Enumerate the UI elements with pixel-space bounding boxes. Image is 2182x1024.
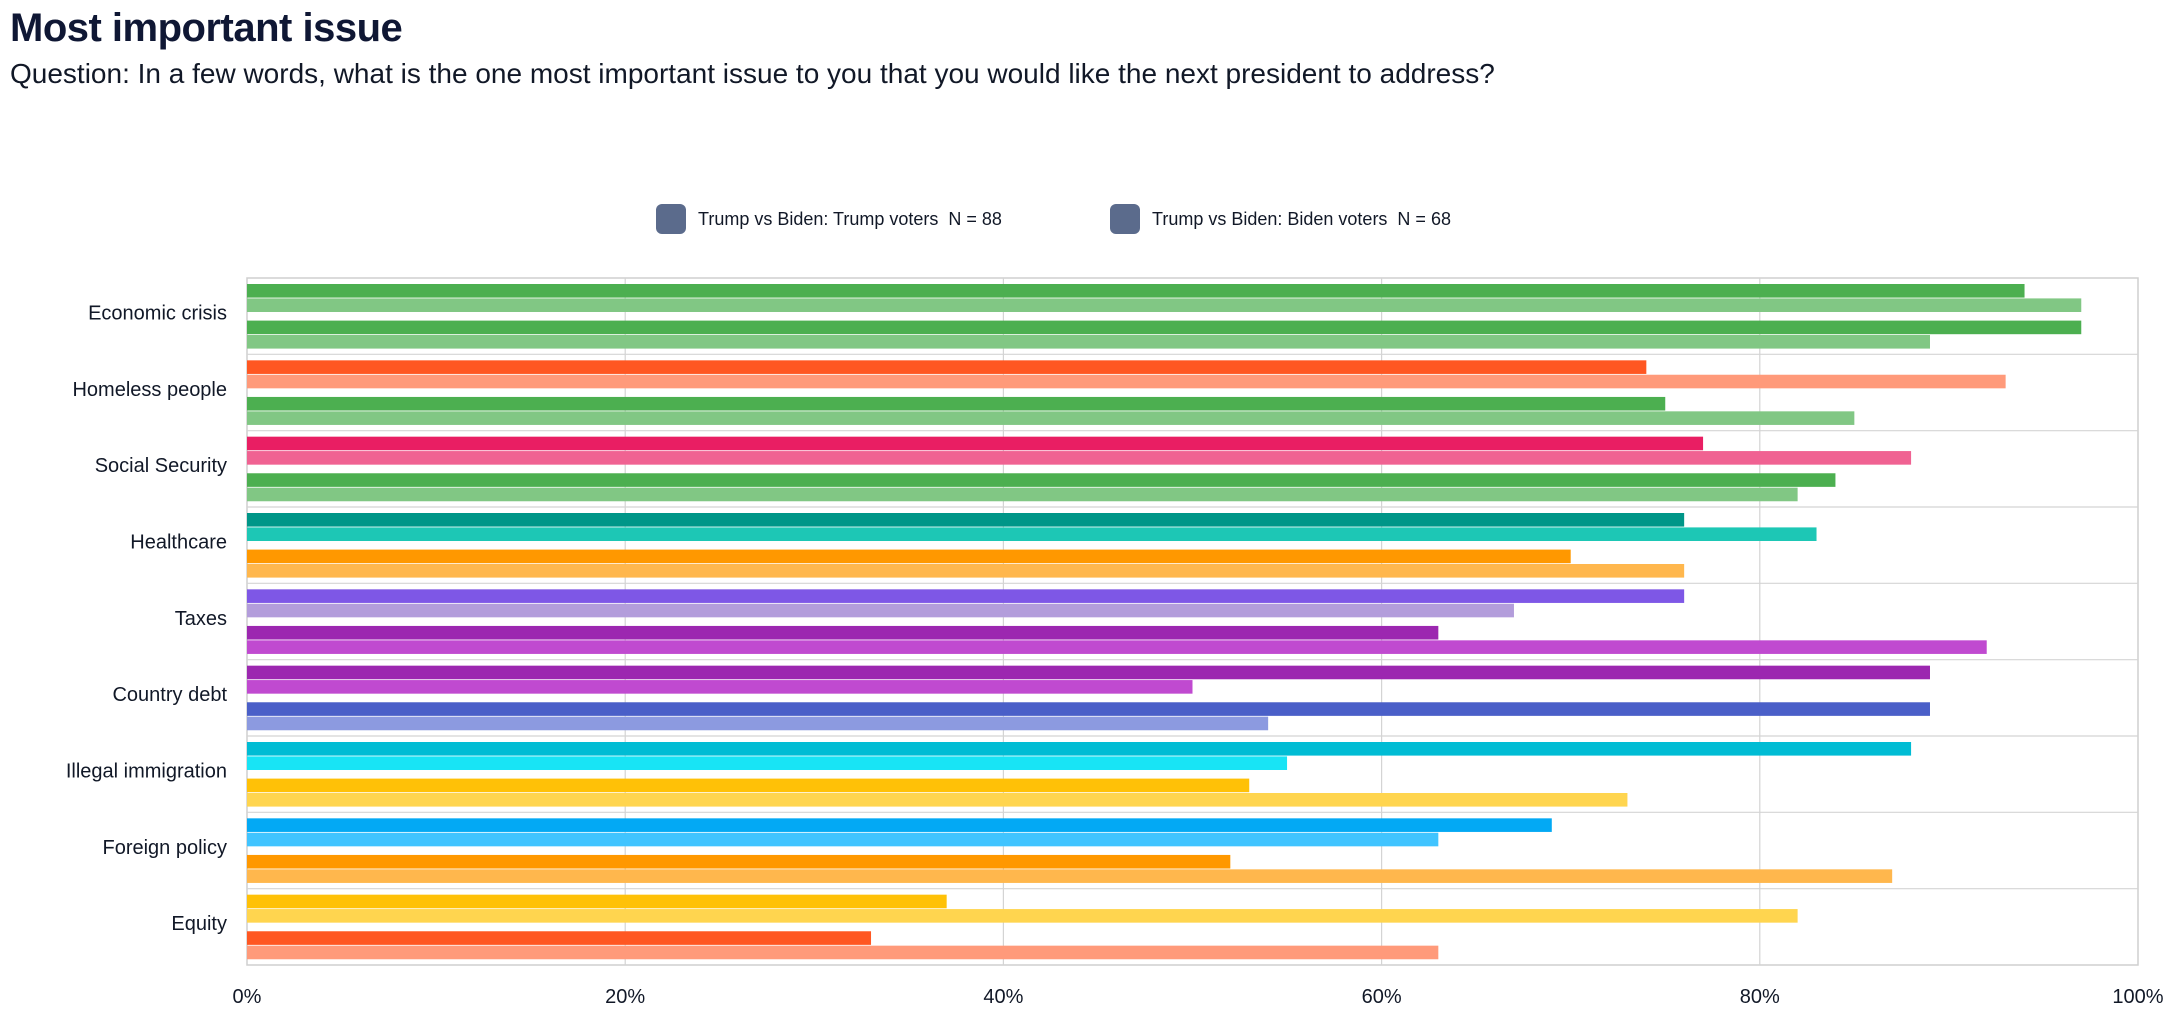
category-label: Equity xyxy=(171,913,227,935)
plot-area xyxy=(246,277,2139,966)
category-label: Illegal immigration xyxy=(66,760,227,782)
bar xyxy=(247,909,1798,923)
chart-title: Most important issue xyxy=(10,6,403,50)
bar xyxy=(247,411,1855,425)
bar xyxy=(247,894,947,909)
x-tick-label: 0% xyxy=(233,986,262,1008)
bar xyxy=(247,603,1514,618)
x-tick-label: 20% xyxy=(605,986,645,1008)
category-label: Economic crisis xyxy=(88,302,227,324)
category-label: Taxes xyxy=(175,608,227,630)
x-tick-label: 80% xyxy=(1740,986,1780,1008)
category-label: Foreign policy xyxy=(102,837,227,859)
bar xyxy=(247,680,1193,694)
bar xyxy=(247,854,1231,869)
legend-label: Trump vs Biden: Biden voters N = 68 xyxy=(1152,208,1451,229)
bar xyxy=(247,945,1439,960)
bar xyxy=(247,298,2082,312)
category-label: Country debt xyxy=(112,684,227,706)
bar xyxy=(247,513,1685,527)
bar xyxy=(247,756,1288,770)
bar xyxy=(247,832,1439,847)
chart-subtitle: Question: In a few words, what is the on… xyxy=(10,58,1495,89)
bar xyxy=(247,818,1552,832)
legend-swatch-icon xyxy=(1110,204,1140,234)
legend-swatch-icon xyxy=(656,204,686,234)
bar xyxy=(247,742,1912,756)
x-tick-label: 100% xyxy=(2112,986,2163,1008)
bar xyxy=(247,527,1817,541)
bar xyxy=(247,702,1930,716)
category-label: Social Security xyxy=(95,455,227,477)
bar xyxy=(247,931,872,945)
bar xyxy=(247,335,1930,349)
bar xyxy=(247,436,1704,451)
bar xyxy=(247,320,2082,335)
bar xyxy=(247,869,1893,883)
bar xyxy=(247,793,1628,807)
bar xyxy=(247,451,1912,465)
x-tick-label: 60% xyxy=(1362,986,1402,1008)
bar xyxy=(247,778,1250,793)
bar xyxy=(247,564,1685,578)
category-label: Homeless people xyxy=(72,379,227,401)
bar xyxy=(247,284,2025,298)
legend: Trump vs Biden: Trump voters N = 88 Trum… xyxy=(0,204,2182,238)
x-tick-label: 40% xyxy=(983,986,1023,1008)
bar xyxy=(247,396,1666,411)
bar xyxy=(247,473,1836,487)
legend-label: Trump vs Biden: Trump voters N = 88 xyxy=(698,208,1002,229)
bar xyxy=(247,360,1647,374)
bar xyxy=(247,589,1685,603)
legend-item-trump-voters[interactable]: Trump vs Biden: Trump voters N = 88 xyxy=(656,204,1002,234)
bar xyxy=(247,549,1571,564)
bar xyxy=(247,665,1930,680)
bar xyxy=(247,625,1439,640)
bar xyxy=(247,716,1269,731)
bar xyxy=(247,640,1987,654)
bar xyxy=(247,374,2006,389)
legend-item-biden-voters[interactable]: Trump vs Biden: Biden voters N = 68 xyxy=(1110,204,1451,234)
bar xyxy=(247,487,1798,502)
category-label: Healthcare xyxy=(130,531,227,553)
